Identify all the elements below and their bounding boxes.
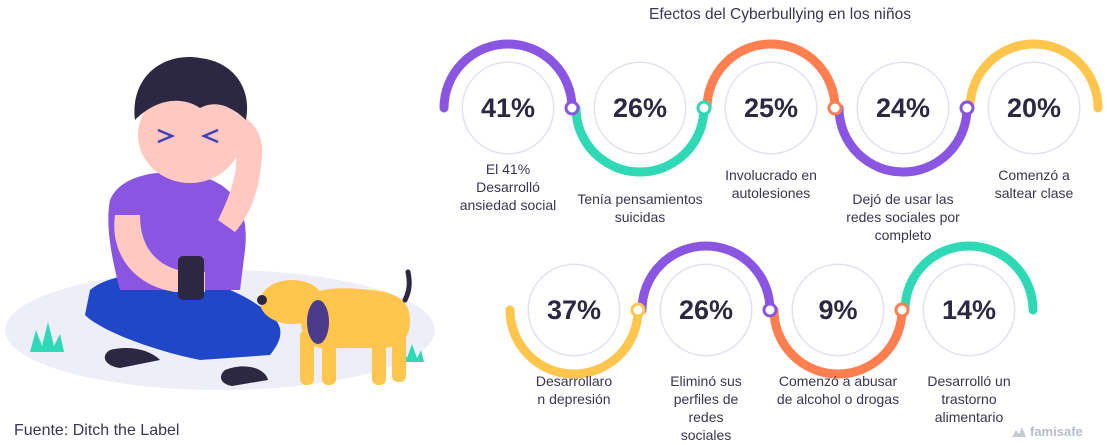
phone-icon: [178, 256, 204, 300]
stat-value: 24%: [875, 92, 931, 123]
arc-segment: [637, 241, 775, 315]
stat-circle: 20%: [989, 63, 1079, 153]
junction-dot: [696, 100, 712, 116]
stat-circle: 9%: [793, 265, 883, 355]
dog-leg: [322, 335, 336, 385]
stat-value: 14%: [941, 294, 997, 325]
head: [138, 87, 242, 183]
stat-value: 25%: [743, 92, 799, 123]
shoe-left: [104, 348, 160, 368]
stat-circle: 24%: [858, 63, 948, 153]
stat-label: Desarrolló un trastorno alimentario: [927, 373, 1011, 425]
stat-value: 20%: [1006, 92, 1062, 123]
logo-text: famisafe: [1030, 424, 1083, 439]
stat-label: Comenzó a abusar de alcohol o drogas: [776, 373, 900, 407]
arc-segment: [439, 39, 577, 113]
arc-segment: [965, 39, 1103, 113]
stat-circle: 26%: [661, 265, 751, 355]
junction-dot: [564, 100, 580, 116]
legs: [85, 273, 281, 360]
junction-dot: [959, 100, 975, 116]
arc-segment: [571, 103, 709, 177]
shoe-right: [220, 366, 268, 386]
stat-label: Comenzó a saltear clase: [994, 167, 1074, 201]
junction-dot: [630, 302, 646, 318]
child-with-dog-illustration: [5, 57, 435, 390]
stat-label: Tenía pensamientos suicidas: [577, 191, 703, 225]
stat-label: Eliminó sus perfiles de redes sociales: [670, 373, 742, 443]
stat-label: El 41% Desarrolló ansiedad social: [459, 161, 557, 213]
junction-dot: [827, 100, 843, 116]
dog-tail: [402, 269, 412, 303]
junction-dot: [762, 302, 778, 318]
chart-title: Efectos del Cyberbullying en los niños: [649, 6, 911, 23]
source-note: Fuente: Ditch the Label: [14, 422, 180, 439]
stat-label: Dejó de usar las redes sociales por comple…: [846, 191, 960, 243]
arc-segment: [702, 39, 840, 113]
stat-value: 9%: [818, 294, 858, 325]
dog-leg: [392, 330, 406, 382]
eye-right-icon: [200, 128, 219, 144]
dog-nose-icon: [257, 295, 267, 305]
stat-circle: 14%: [924, 265, 1014, 355]
stat-circle: 26%: [595, 63, 685, 153]
eye-left-icon: [157, 128, 176, 144]
stat-value: 26%: [678, 294, 734, 325]
stat-value: 37%: [546, 294, 602, 325]
arc-segment: [834, 103, 972, 177]
stat-circle: 41%: [463, 63, 553, 153]
famisafe-logo: famisafe: [1012, 424, 1083, 439]
grass-left-icon: [30, 322, 64, 352]
stat-circle: 37%: [529, 265, 619, 355]
stat-value: 41%: [480, 92, 536, 123]
arc-segment: [769, 305, 907, 379]
dog-leg: [300, 330, 314, 385]
famisafe-logo-icon: [1012, 427, 1026, 437]
stat-label: Desarrollaro n depresión: [535, 373, 613, 407]
dog-ear-icon: [307, 300, 329, 344]
arc-segment: [505, 305, 643, 379]
hair: [134, 57, 248, 120]
junction-dot: [894, 302, 910, 318]
stat-value: 26%: [612, 92, 668, 123]
stat-circle: 25%: [726, 63, 816, 153]
dog-leg: [372, 335, 386, 385]
arc-segment: [900, 241, 1038, 315]
stat-label: Involucrado en autolesiones: [725, 167, 817, 201]
raised-arm: [200, 112, 263, 232]
